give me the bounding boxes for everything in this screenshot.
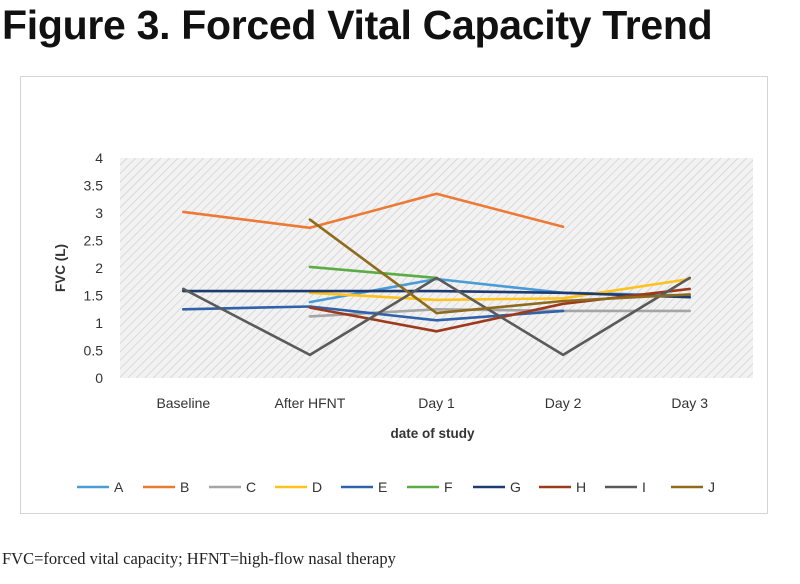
series-line-j [308, 218, 691, 315]
legend-label-e: E [378, 479, 387, 495]
x-tick-label: Day 2 [545, 395, 582, 411]
series-line-d [308, 277, 691, 302]
legend-label-h: H [576, 479, 586, 495]
series-line-b [182, 192, 565, 230]
y-tick-label: 0 [95, 370, 103, 386]
x-tick-label: Day 3 [671, 395, 708, 411]
y-tick-label: 2 [95, 260, 103, 276]
y-tick-label: 3 [95, 205, 103, 221]
legend-label-b: B [180, 479, 189, 495]
chart-frame: 0 0.5 1 1.5 2 2.5 3 3.5 4 Baseline After HFNT Day … [20, 76, 768, 514]
legend-label-g: G [510, 479, 521, 495]
legend-label-j: J [708, 479, 715, 495]
y-tick-label: 1.5 [84, 288, 104, 304]
y-tick-label: 4 [95, 150, 103, 166]
x-tick-label: After HFNT [275, 395, 346, 411]
y-tick-label: 2.5 [84, 233, 104, 249]
figure-title: Figure 3. Forced Vital Capacity Trend [2, 2, 713, 48]
figure-caption: FVC=forced vital capacity; HFNT=high-flo… [2, 549, 396, 568]
x-tick-label: Baseline [156, 395, 210, 411]
x-axis-ticks: Baseline After HFNT Day 1 Day 2 Day 3 [156, 395, 708, 411]
plot-area [120, 158, 753, 378]
legend-label-f: F [444, 479, 453, 495]
legend: A B C D E F G H I J [77, 479, 715, 495]
x-tick-label: Day 1 [418, 395, 455, 411]
legend-label-d: D [312, 479, 322, 495]
legend-label-a: A [114, 479, 124, 495]
legend-label-i: I [642, 479, 646, 495]
y-tick-label: 0.5 [84, 343, 104, 359]
series-line-f [308, 265, 438, 280]
y-tick-label: 3.5 [84, 178, 104, 194]
series-lines [182, 192, 691, 357]
series-line-i [182, 276, 691, 357]
y-tick-label: 1 [95, 315, 103, 331]
y-axis-ticks: 0 0.5 1 1.5 2 2.5 3 3.5 4 [84, 150, 104, 386]
x-axis-title: date of study [390, 426, 474, 441]
legend-label-c: C [246, 479, 256, 495]
line-chart: 0 0.5 1 1.5 2 2.5 3 3.5 4 Baseline After HFNT Day … [53, 150, 753, 495]
y-axis-title: FVC (L) [53, 244, 68, 292]
series-line-g [182, 289, 691, 299]
